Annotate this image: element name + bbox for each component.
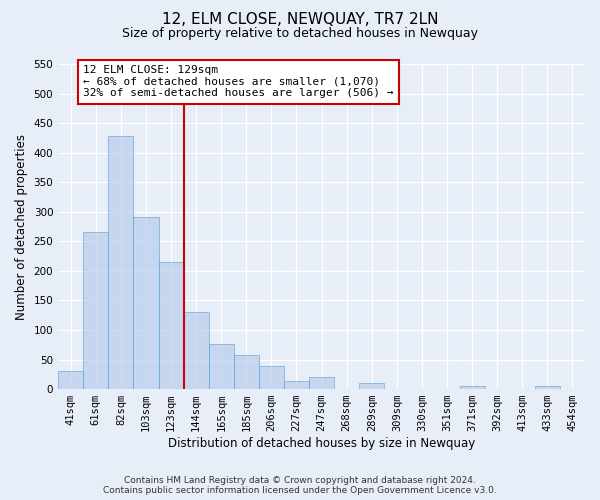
Y-axis label: Number of detached properties: Number of detached properties (15, 134, 28, 320)
Bar (158, 262, 184, 389)
X-axis label: Distribution of detached houses by size in Newquay: Distribution of detached houses by size … (168, 437, 475, 450)
Bar (359, 383, 385, 389)
Bar (234, 355, 259, 389)
Bar (83, 232, 109, 389)
Bar (58, 372, 83, 389)
Bar (133, 217, 158, 389)
Text: Size of property relative to detached houses in Newquay: Size of property relative to detached ho… (122, 28, 478, 40)
Text: 12, ELM CLOSE, NEWQUAY, TR7 2LN: 12, ELM CLOSE, NEWQUAY, TR7 2LN (162, 12, 438, 28)
Bar (284, 381, 309, 389)
Bar (209, 344, 234, 389)
Bar (184, 312, 209, 389)
Bar (109, 136, 133, 389)
Bar (259, 366, 284, 389)
Bar (309, 378, 334, 389)
Text: Contains HM Land Registry data © Crown copyright and database right 2024.
Contai: Contains HM Land Registry data © Crown c… (103, 476, 497, 495)
Bar (460, 386, 485, 389)
Bar (535, 386, 560, 389)
Text: 12 ELM CLOSE: 129sqm
← 68% of detached houses are smaller (1,070)
32% of semi-de: 12 ELM CLOSE: 129sqm ← 68% of detached h… (83, 65, 394, 98)
